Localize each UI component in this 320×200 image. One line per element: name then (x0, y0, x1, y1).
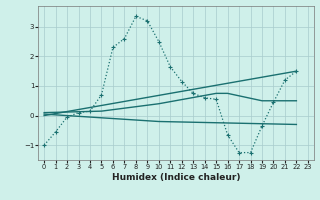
X-axis label: Humidex (Indice chaleur): Humidex (Indice chaleur) (112, 173, 240, 182)
